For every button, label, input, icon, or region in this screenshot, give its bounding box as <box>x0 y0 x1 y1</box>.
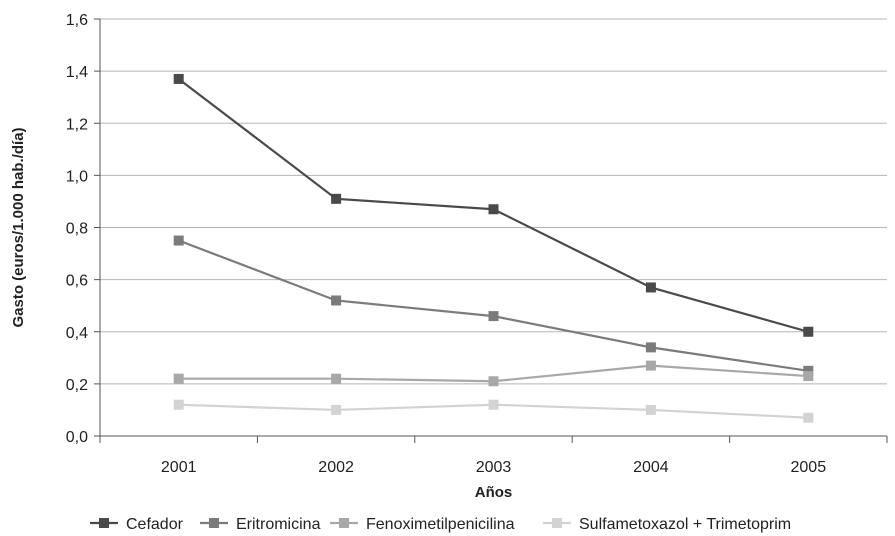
data-point <box>803 412 814 423</box>
legend: Cefador Eritromicina Fenoximetilpenicilina… <box>90 516 791 533</box>
data-point <box>173 73 184 84</box>
data-point <box>803 365 814 376</box>
data-point <box>488 376 499 387</box>
legend-marker <box>209 518 219 528</box>
x-tick-label: 2005 <box>791 459 827 476</box>
data-point <box>173 399 184 410</box>
y-tick-labels: 0,0 0,2 0,4 0,6 0,8 1,0 1,2 1,4 1,6 <box>66 12 88 446</box>
data-point <box>173 235 184 246</box>
data-point <box>803 371 814 382</box>
legend-marker <box>99 518 109 528</box>
x-axis-title: Años <box>475 484 513 501</box>
data-point <box>173 373 184 384</box>
y-tick-label: 1,4 <box>66 64 88 81</box>
data-point <box>645 360 656 371</box>
y-tick-label: 0,6 <box>66 273 88 290</box>
legend-label: Fenoximetilpenicilina <box>366 516 515 533</box>
data-point <box>488 399 499 410</box>
data-point <box>488 204 499 215</box>
data-point <box>331 193 342 204</box>
y-tick-label: 0,4 <box>66 325 88 342</box>
y-tick-label: 1,0 <box>66 168 88 185</box>
y-axis-title: Gasto (euros/1.000 hab./día) <box>10 127 27 327</box>
x-tick-labels: 2001 2002 2003 2004 2005 <box>161 459 826 476</box>
legend-label: Sulfametoxazol + Trimetoprim <box>579 516 791 533</box>
data-point <box>488 311 499 322</box>
x-tick-label: 2001 <box>161 459 197 476</box>
axes <box>94 18 888 443</box>
legend-label: Eritromicina <box>236 516 321 533</box>
data-point <box>331 295 342 306</box>
legend-marker <box>339 518 349 528</box>
data-point <box>645 342 656 353</box>
data-point <box>803 326 814 337</box>
data-point <box>645 404 656 415</box>
y-tick-label: 1,6 <box>66 12 88 29</box>
x-tick-label: 2002 <box>318 459 354 476</box>
data-point <box>331 404 342 415</box>
y-tick-label: 0,0 <box>66 429 88 446</box>
data-point <box>645 282 656 293</box>
series-lines <box>173 73 814 423</box>
data-point <box>331 373 342 384</box>
y-tick-label: 0,2 <box>66 377 88 394</box>
y-tick-label: 0,8 <box>66 221 88 238</box>
x-tick-label: 2004 <box>633 459 669 476</box>
x-tick-label: 2003 <box>476 459 512 476</box>
legend-label: Cefador <box>126 516 184 533</box>
legend-marker <box>552 518 562 528</box>
gridlines <box>100 18 887 385</box>
y-tick-label: 1,2 <box>66 116 88 133</box>
